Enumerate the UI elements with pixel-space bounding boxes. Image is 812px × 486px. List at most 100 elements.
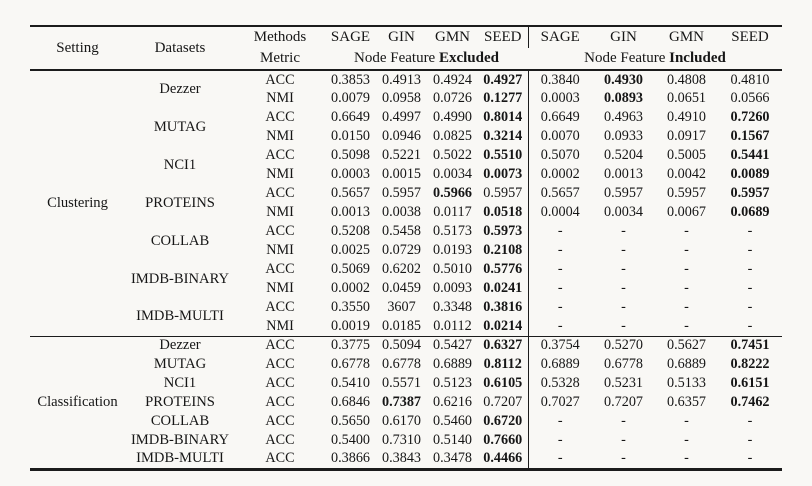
paper-table-container: Setting Datasets Methods SAGE GIN GMN SE… (30, 25, 782, 471)
value-cell-included: 0.3840 (527, 70, 592, 89)
value-cell-included: - (747, 261, 753, 277)
value-cell-included: 0.0933 (603, 128, 643, 144)
value-cell-included: 0.6357 (666, 394, 706, 410)
value-cell-excluded: 0.5173 (432, 223, 472, 239)
value-cell-included: 0.5957 (603, 185, 643, 201)
table-row: NMI 0.0013 0.0038 0.0117 0.0518 0.0004 0.0034 0… (30, 203, 782, 222)
value-cell-excluded: 0.0019 (330, 317, 370, 334)
value-cell-excluded: 0.0185 (381, 317, 421, 334)
table-row: COLLAB ACC 0.5208 0.5458 0.5173 0.5973- - - - (30, 222, 782, 249)
value-cell-excluded: 0.7207 (483, 394, 523, 410)
value-cell-excluded: 0.0729 (381, 242, 421, 258)
table-row: Classification Dezzer ACC 0.3775 0.5094 0.542… (30, 336, 782, 410)
value-cell-excluded: 0.0079 (330, 90, 370, 106)
table-row: MUTAG ACC 0.6649 0.4997 0.4990 0.8014 0.6649 0.… (30, 108, 782, 135)
col-header-seed-excluded: SEED (484, 29, 522, 45)
value-cell-included: - (684, 450, 689, 467)
value-cell-included: - (747, 299, 753, 315)
value-cell-excluded: 0.8112 (483, 356, 522, 372)
value-cell-included: 0.6778 (603, 356, 643, 372)
value-cell-excluded: 0.8014 (483, 109, 523, 125)
value-cell-excluded: 0.0038 (381, 204, 421, 220)
value-cell-included: 0.7260 (730, 109, 770, 125)
value-cell-included: - (684, 280, 689, 296)
value-cell-included: 0.0689 (730, 204, 770, 220)
value-cell-excluded: 0.5957 (483, 185, 523, 201)
table-row: COLLAB ACC 0.5650 0.6170 0.5460 0.6720- - - - (30, 412, 782, 431)
value-cell-included: 0.0070 (527, 127, 592, 146)
value-cell-excluded: 0.6846 (330, 394, 370, 410)
value-cell-excluded: 0.6889 (432, 356, 472, 372)
col-header-gin-excluded: GIN (388, 29, 415, 45)
table-row: IMDB-BINARY ACC 0.5400 0.7310 0.5140 0.7660- -… (30, 431, 782, 450)
value-cell-included: 0.0917 (666, 128, 706, 144)
value-cell-excluded: 0.5022 (432, 147, 472, 163)
value-cell-excluded: 0.5427 (432, 337, 472, 354)
value-cell-included: - (527, 260, 592, 279)
value-cell-included: - (684, 317, 689, 334)
group-label-included-word: Included (669, 50, 726, 66)
dataset-label: Dezzer (159, 81, 201, 97)
table-row: NCI1 ACC 0.5098 0.5221 0.5022 0.5510 0.5070 0.5… (30, 146, 782, 173)
value-cell-excluded: 0.0003 (330, 166, 370, 182)
value-cell-excluded: 0.5657 (330, 185, 370, 201)
value-cell-excluded: 0.0025 (330, 242, 370, 258)
value-cell-included: 0.0566 (730, 90, 770, 106)
col-header-sage-excluded: SAGE (330, 29, 371, 45)
value-cell-included: 0.6889 (666, 356, 706, 372)
col-header-gmn-excluded: GMN (434, 29, 470, 45)
value-cell-included: 0.0089 (730, 166, 770, 182)
setting-label: Classification (37, 393, 118, 410)
value-cell-excluded: 0.4927 (483, 71, 523, 88)
value-cell-included: 0.5070 (527, 146, 592, 165)
value-cell-excluded: 0.0193 (432, 242, 472, 258)
value-cell-excluded: 0.4913 (381, 71, 421, 88)
value-cell-excluded: 0.5069 (330, 261, 370, 277)
value-cell-excluded: 0.5098 (330, 147, 370, 163)
table-row: PROTEINS ACC 0.5657 0.5957 0.5966 0.5957 0.565… (30, 184, 782, 211)
value-cell-excluded: 0.4997 (381, 109, 421, 125)
value-cell-included: - (684, 299, 689, 315)
value-cell-included: 0.0002 (527, 165, 592, 184)
col-header-datasets: Datasets (154, 39, 206, 56)
value-cell-included: - (527, 279, 592, 298)
value-cell-included: - (621, 432, 626, 448)
value-cell-excluded: 0.0013 (330, 204, 370, 220)
value-cell-excluded: 0.6216 (432, 394, 472, 410)
value-cell-excluded: 0.7387 (381, 394, 421, 410)
value-cell-excluded: 0.3478 (432, 450, 472, 467)
table-row: Clustering Dezzer ACC 0.3853 0.4913 0.4924 0.4… (30, 70, 782, 211)
dataset-label: IMDB-MULTI (136, 308, 224, 325)
dataset-label: PROTEINS (145, 194, 215, 211)
value-cell-excluded: 0.7310 (381, 432, 421, 448)
col-header-methods: Methods (253, 29, 307, 45)
value-cell-excluded: 0.1277 (483, 90, 523, 106)
metric-label: NMI (266, 317, 294, 334)
value-cell-included: 0.6151 (730, 375, 770, 391)
value-cell-excluded: 0.5094 (381, 337, 421, 354)
value-cell-included: 0.8222 (730, 356, 770, 372)
col-header-gmn-included: GMN (668, 29, 704, 45)
dataset-label: PROTEINS (145, 394, 215, 410)
value-cell-excluded: 0.5510 (483, 147, 523, 163)
value-cell-included: - (527, 431, 592, 450)
dataset-label: IMDB-BINARY (130, 432, 230, 448)
value-cell-excluded: 0.4990 (432, 109, 472, 125)
value-cell-included: 0.0067 (666, 204, 706, 220)
dataset-label: MUTAG (153, 118, 207, 135)
value-cell-excluded: 0.5400 (330, 432, 370, 448)
value-cell-excluded: 0.0459 (381, 280, 421, 296)
value-cell-excluded: 0.6202 (381, 261, 421, 277)
value-cell-included: 0.5627 (666, 337, 706, 354)
header-row-methods: Setting Datasets Methods SAGE GIN GMN SE… (30, 26, 782, 56)
value-cell-excluded: 0.2108 (483, 242, 523, 258)
value-cell-excluded: 0.3775 (330, 337, 370, 354)
metric-label: ACC (265, 261, 295, 277)
section-clustering: Clustering Dezzer ACC 0.3853 0.4913 0.4924 0.4… (30, 70, 782, 336)
value-cell-excluded: 0.0150 (330, 128, 370, 144)
metric-label: NMI (266, 280, 294, 296)
value-cell-included: 0.5204 (603, 147, 643, 163)
value-cell-excluded: 0.3843 (381, 450, 421, 467)
metric-label: ACC (265, 432, 295, 448)
value-cell-excluded: 0.0726 (432, 90, 472, 106)
